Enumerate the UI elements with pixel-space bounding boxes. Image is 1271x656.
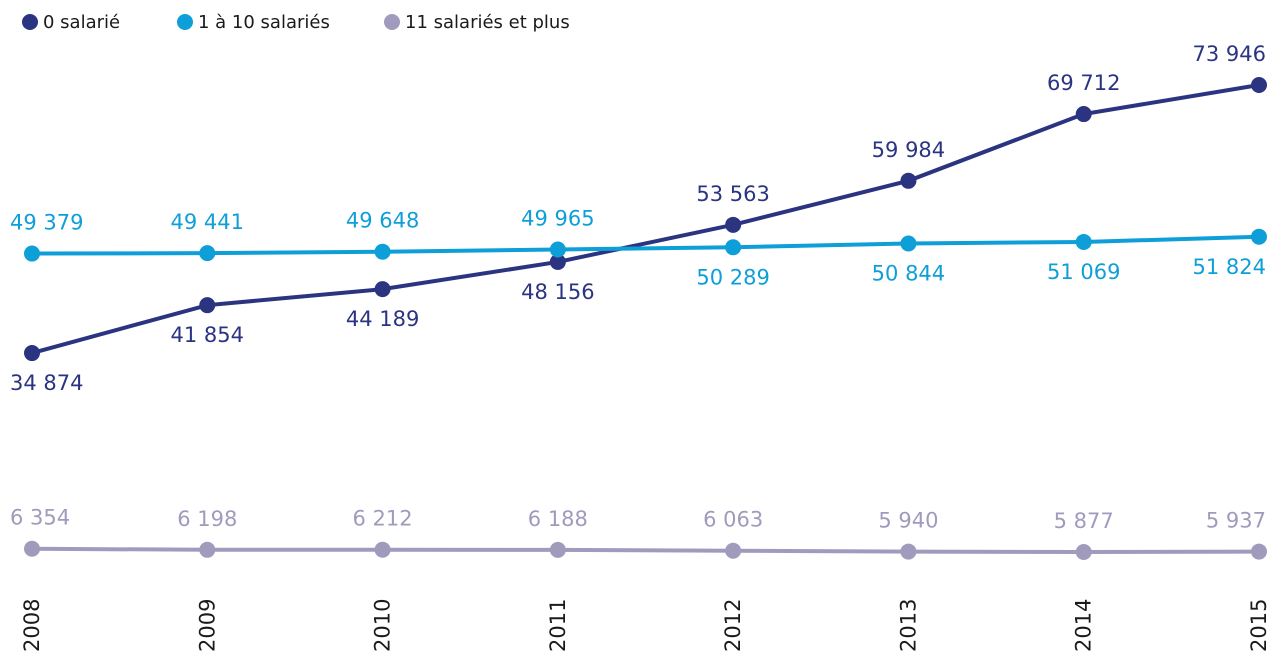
data-label: 48 156 — [521, 280, 594, 304]
data-label: 6 188 — [528, 507, 588, 531]
data-label: 51 069 — [1047, 260, 1120, 284]
point — [900, 235, 917, 252]
point — [1075, 544, 1092, 560]
point — [24, 540, 40, 557]
legend-marker — [177, 14, 193, 30]
data-label: 50 844 — [872, 261, 945, 285]
x-tick-label: 2015 — [1247, 599, 1271, 652]
legend-label: 11 salariés et plus — [405, 12, 570, 33]
point — [900, 543, 917, 560]
point — [374, 243, 391, 260]
point — [549, 253, 566, 270]
data-label: 73 946 — [1193, 42, 1266, 66]
data-label: 6 354 — [10, 506, 70, 530]
data-label: 49 379 — [10, 211, 83, 235]
line — [31, 83, 1260, 355]
point — [900, 172, 917, 189]
point — [374, 281, 391, 298]
data-label: 69 712 — [1047, 71, 1120, 95]
data-label: 5 877 — [1054, 509, 1114, 533]
point — [1251, 228, 1267, 245]
point — [1075, 233, 1092, 250]
x-tick-label: 2013 — [896, 599, 920, 652]
point — [374, 541, 391, 558]
point — [199, 245, 216, 262]
x-tick-label: 2014 — [1072, 599, 1096, 652]
point — [725, 216, 742, 233]
point — [24, 345, 40, 362]
point — [1251, 77, 1267, 93]
data-label: 49 965 — [521, 207, 594, 231]
legend-marker — [22, 14, 38, 30]
line — [31, 234, 1260, 256]
data-label: 34 874 — [10, 371, 83, 395]
point — [549, 241, 566, 258]
point — [199, 541, 216, 558]
x-tick-label: 2008 — [20, 599, 44, 652]
x-tick-label: 2010 — [371, 599, 395, 652]
point — [24, 245, 40, 262]
legend-label: 0 salarié — [43, 12, 120, 33]
data-label: 50 289 — [696, 265, 769, 289]
x-tick-label: 2011 — [546, 599, 570, 652]
point — [725, 542, 742, 559]
legend-label: 1 à 10 salariés — [198, 12, 330, 33]
point — [1251, 543, 1267, 560]
point — [725, 239, 742, 256]
x-tick-label: 2012 — [721, 599, 745, 652]
data-label: 5 937 — [1206, 509, 1266, 533]
data-label: 6 212 — [353, 507, 413, 531]
legend-marker — [384, 14, 400, 30]
data-label: 49 441 — [171, 210, 244, 234]
data-label: 5 940 — [878, 509, 938, 533]
data-label: 44 189 — [346, 307, 419, 331]
data-label: 53 563 — [696, 182, 769, 206]
point — [549, 541, 566, 558]
data-label: 59 984 — [872, 138, 945, 162]
x-tick-label: 2009 — [195, 599, 219, 652]
data-label: 41 854 — [171, 323, 244, 347]
point — [1075, 106, 1092, 123]
data-label: 6 063 — [703, 508, 763, 532]
data-label: 6 198 — [177, 507, 237, 531]
point — [199, 297, 216, 314]
line — [31, 546, 1260, 555]
data-label: 51 824 — [1193, 255, 1266, 279]
data-label: 49 648 — [346, 209, 419, 233]
